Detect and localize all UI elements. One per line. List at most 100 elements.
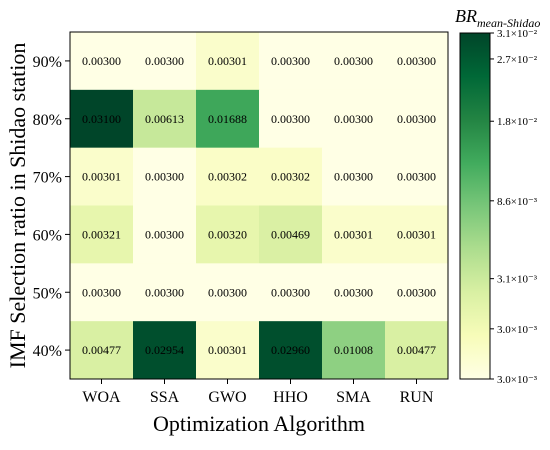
cell-value-label: 0.00300 xyxy=(271,54,310,68)
heatmap-cell xyxy=(70,147,134,206)
colorbar-tick-label: 3.1×10⁻² xyxy=(497,28,538,40)
cell-value-label: 0.00613 xyxy=(145,112,184,126)
cell-value-label: 0.00300 xyxy=(397,112,436,126)
y-tick-label: 90% xyxy=(33,54,62,71)
cell-value-label: 0.00301 xyxy=(82,170,121,184)
cell-value-label: 0.00300 xyxy=(334,285,373,299)
colorbar-tick-label: 3.0×10⁻³ xyxy=(497,324,538,336)
heatmap-cell xyxy=(259,205,323,264)
colorbar-ticks: 3.1×10⁻² 2.7×10⁻² 1.8×10⁻² 8.6×10⁻³ 3.1×10⁻³… xyxy=(490,28,538,386)
cell-value-label: 0.00300 xyxy=(334,54,373,68)
heatmap-cell xyxy=(196,32,260,91)
heatmap-cell xyxy=(196,263,260,322)
x-tick-label: GWO xyxy=(208,389,246,406)
x-tick-label: RUN xyxy=(400,389,434,406)
x-tick-label: SMA xyxy=(336,389,371,406)
cell-value-label: 0.00300 xyxy=(145,54,184,68)
heatmap-cell xyxy=(322,32,386,91)
heatmap-cell xyxy=(196,89,260,149)
heatmap-cell xyxy=(133,321,197,380)
cell-value-label: 0.00469 xyxy=(271,227,310,241)
cell-value-label: 0.00477 xyxy=(82,343,121,357)
colorbar-tick-label: 8.6×10⁻³ xyxy=(497,196,538,208)
heatmap-cell xyxy=(70,32,134,91)
cell-value-label: 0.03100 xyxy=(82,112,121,126)
heatmap-cell xyxy=(385,32,449,91)
heatmap-cell xyxy=(70,89,134,149)
heatmap-cell xyxy=(259,89,323,149)
cell-value-label: 0.00300 xyxy=(397,170,436,184)
x-axis-title: Optimization Algorithm xyxy=(153,411,365,436)
cell-value-label: 0.02960 xyxy=(271,343,310,357)
heatmap-cell xyxy=(322,205,386,264)
heatmap-cell xyxy=(322,263,386,322)
heatmap-cell xyxy=(196,321,260,380)
cell-value-label: 0.00302 xyxy=(208,170,247,184)
cell-value-label: 0.00321 xyxy=(82,227,121,241)
heatmap-cell xyxy=(322,89,386,149)
heatmap-cell xyxy=(259,147,323,206)
colorbar-tick-label: 1.8×10⁻² xyxy=(497,116,538,128)
cell-value-label: 0.00300 xyxy=(145,170,184,184)
heatmap-cell xyxy=(385,147,449,206)
cell-value-label: 0.00300 xyxy=(397,285,436,299)
x-tick-label: WOA xyxy=(82,389,121,406)
cell-value-label: 0.00300 xyxy=(145,227,184,241)
heatmap-cells: 0.00300 0.00300 0.00301 0.00300 0.00300 0.003… xyxy=(70,32,449,380)
heatmap-cell xyxy=(259,321,323,380)
heatmap-cell xyxy=(385,205,449,264)
heatmap-cell xyxy=(259,32,323,91)
heatmap-cell xyxy=(196,147,260,206)
cell-value-label: 0.00302 xyxy=(271,170,310,184)
x-tick-label: HHO xyxy=(273,389,308,406)
heatmap-cell xyxy=(70,205,134,264)
cell-value-label: 0.00300 xyxy=(82,285,121,299)
colorbar-title-main: BR xyxy=(455,6,477,26)
cell-value-label: 0.00301 xyxy=(334,227,373,241)
y-tick-label: 50% xyxy=(33,285,62,302)
cell-value-label: 0.00301 xyxy=(397,227,436,241)
y-tick-label: 80% xyxy=(33,112,62,129)
cell-value-label: 0.00300 xyxy=(334,112,373,126)
y-tick-label: 70% xyxy=(33,170,62,187)
x-tick-label: SSA xyxy=(150,389,180,406)
colorbar xyxy=(459,32,491,380)
cell-value-label: 0.00477 xyxy=(397,343,436,357)
heatmap-cell xyxy=(322,321,386,380)
heatmap-cell xyxy=(133,205,197,264)
cell-value-label: 0.01008 xyxy=(334,343,373,357)
heatmap-cell xyxy=(70,321,134,380)
cell-value-label: 0.00300 xyxy=(145,285,184,299)
colorbar-tick-label: 3.1×10⁻³ xyxy=(497,274,538,286)
heatmap-cell xyxy=(70,263,134,322)
colorbar-tick-label: 2.7×10⁻² xyxy=(497,54,538,66)
heatmap-cell xyxy=(133,147,197,206)
x-axis-ticks: WOA SSA GWO HHO SMA RUN xyxy=(82,379,434,406)
heatmap-cell xyxy=(385,321,449,380)
cell-value-label: 0.02954 xyxy=(145,343,184,357)
cell-value-label: 0.00301 xyxy=(208,343,247,357)
cell-value-label: 0.00300 xyxy=(208,285,247,299)
heatmap-cell xyxy=(385,263,449,322)
heatmap-cell xyxy=(133,263,197,322)
cell-value-label: 0.00300 xyxy=(334,170,373,184)
cell-value-label: 0.00300 xyxy=(82,54,121,68)
heatmap-cell xyxy=(196,205,260,264)
colorbar-title-sub: mean-Shidao xyxy=(477,16,540,30)
colorbar-tick-label: 3.0×10⁻³ xyxy=(497,374,538,386)
heatmap-cell xyxy=(259,263,323,322)
heatmap-cell xyxy=(133,89,197,149)
plot-frame xyxy=(69,31,449,380)
colorbar-title: BRmean-Shidao xyxy=(455,6,540,30)
cell-value-label: 0.00301 xyxy=(208,54,247,68)
cell-value-label: 0.01688 xyxy=(208,112,247,126)
cell-value-label: 0.00300 xyxy=(397,54,436,68)
y-tick-label: 40% xyxy=(33,343,62,360)
cell-value-label: 0.00300 xyxy=(271,285,310,299)
heatmap-cell xyxy=(133,32,197,91)
cell-value-label: 0.00320 xyxy=(208,227,247,241)
y-axis-ticks: 90% 80% 70% 60% 50% 40% xyxy=(33,54,70,360)
heatmap-cell xyxy=(322,147,386,206)
cell-value-label: 0.00300 xyxy=(271,112,310,126)
